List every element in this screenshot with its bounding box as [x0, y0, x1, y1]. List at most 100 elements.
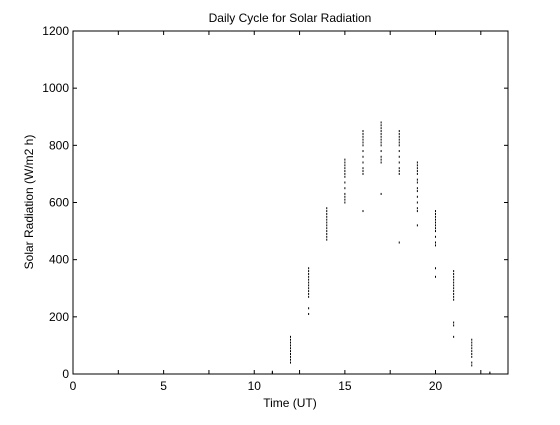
- data-point: [453, 287, 455, 290]
- data-point: [435, 212, 436, 215]
- data-point: [362, 167, 364, 170]
- data-point: [290, 347, 291, 350]
- data-point: [290, 344, 291, 347]
- data-point: [416, 181, 418, 184]
- data-point: [435, 235, 436, 238]
- data-point: [326, 207, 328, 210]
- data-point: [416, 207, 418, 210]
- data-point: [435, 215, 436, 218]
- data-point: [471, 352, 473, 355]
- data-point: [471, 355, 473, 358]
- data-point: [290, 358, 291, 361]
- data-point: [471, 361, 473, 364]
- data-point: [398, 135, 400, 138]
- y-tick-label: 0: [62, 367, 69, 381]
- data-point: [435, 224, 436, 227]
- data-point: [489, 371, 491, 374]
- data-point: [308, 295, 310, 298]
- data-point: [453, 298, 455, 301]
- data-point: [290, 352, 291, 355]
- data-point: [453, 275, 455, 278]
- x-tick-label: 5: [160, 379, 167, 393]
- data-point: [416, 224, 418, 227]
- data-point: [362, 130, 364, 133]
- y-tick-label: 400: [49, 253, 69, 267]
- data-point: [453, 281, 455, 284]
- data-point: [362, 170, 364, 173]
- data-point: [416, 201, 418, 204]
- data-point: [326, 224, 328, 227]
- data-point: [362, 155, 364, 158]
- data-point: [435, 244, 436, 247]
- data-point: [326, 210, 328, 213]
- data-point: [344, 167, 346, 170]
- data-point: [453, 270, 455, 273]
- data-point: [380, 150, 382, 153]
- data-point: [380, 132, 382, 135]
- data-point: [290, 355, 291, 358]
- data-point: [271, 370, 273, 373]
- data-point: [344, 175, 346, 178]
- data-point: [362, 210, 364, 213]
- data-point: [344, 172, 346, 175]
- data-point: [326, 212, 328, 215]
- y-tick-label: 1000: [42, 81, 69, 95]
- data-point: [344, 181, 346, 184]
- data-point: [380, 138, 382, 141]
- plot-area: [72, 30, 509, 375]
- data-point: [453, 335, 455, 338]
- data-point: [453, 272, 455, 275]
- data-point: [290, 341, 291, 344]
- x-axis-label: Time (UT): [263, 396, 317, 410]
- x-tick-label: 20: [429, 379, 443, 393]
- data-point: [308, 312, 310, 315]
- data-point: [380, 158, 382, 161]
- data-point: [344, 201, 346, 204]
- data-point: [380, 124, 382, 127]
- y-tick-label: 800: [49, 138, 69, 152]
- data-point: [416, 210, 418, 213]
- data-point: [416, 167, 418, 170]
- data-point: [471, 347, 473, 350]
- data-point: [416, 190, 418, 193]
- x-tick-labels: 0 5 10 15 20: [70, 379, 443, 393]
- data-point: [326, 218, 328, 221]
- data-point: [416, 195, 418, 198]
- data-point: [308, 270, 310, 273]
- data-point: [290, 338, 291, 341]
- data-point: [344, 192, 346, 195]
- y-tick-label: 1200: [42, 24, 69, 38]
- data-point: [380, 161, 382, 164]
- data-point: [471, 341, 473, 344]
- y-tick-labels: 0 200 400 600 800 1000 1200: [42, 24, 69, 381]
- chart-title: Daily Cycle for Solar Radiation: [209, 11, 372, 25]
- data-point: [398, 241, 400, 244]
- data-point: [380, 135, 382, 138]
- data-point: [435, 230, 436, 233]
- data-point: [326, 235, 328, 238]
- data-point: [416, 170, 418, 173]
- data-point: [435, 275, 436, 278]
- data-point: [398, 144, 400, 147]
- data-point: [326, 230, 328, 233]
- data-point: [398, 167, 400, 170]
- data-point: [362, 172, 364, 175]
- data-point: [362, 141, 364, 144]
- data-point: [453, 292, 455, 295]
- data-point: [326, 215, 328, 218]
- data-point: [362, 132, 364, 135]
- data-point: [453, 290, 455, 293]
- data-point: [344, 198, 346, 201]
- data-point: [398, 150, 400, 153]
- data-point: [435, 267, 436, 270]
- x-tick-label: 10: [248, 379, 262, 393]
- data-point: [380, 192, 382, 195]
- data-point: [308, 281, 310, 284]
- data-point: [308, 272, 310, 275]
- y-tick-label: 200: [49, 310, 69, 324]
- data-point: [398, 138, 400, 141]
- ticks: [72, 30, 508, 375]
- data-point: [416, 161, 418, 164]
- data-point: [471, 364, 473, 367]
